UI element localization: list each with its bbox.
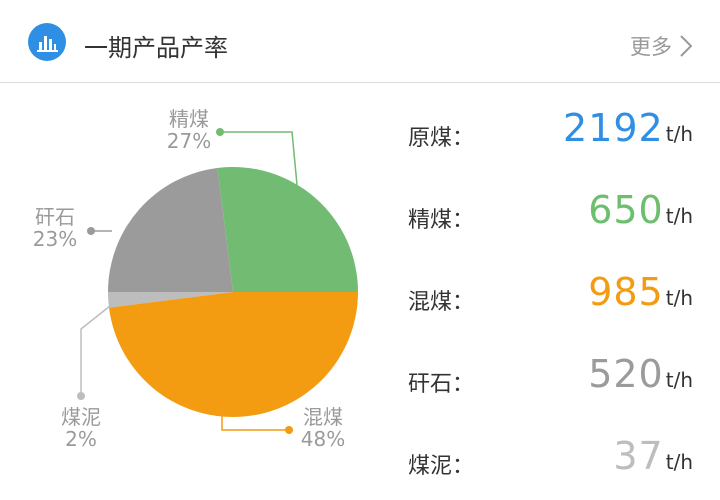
stat-row-clean-coal: 精煤： 650 t/h <box>408 172 693 254</box>
pie-slice-clean-coal[interactable] <box>217 167 358 292</box>
stat-value: 650 <box>588 188 664 232</box>
stat-unit: t/h <box>665 286 693 310</box>
card-header: 一期产品产率 更多 <box>0 0 720 83</box>
stat-unit: t/h <box>665 122 693 146</box>
stat-label: 混煤： <box>408 290 475 315</box>
stat-value: 520 <box>588 352 664 396</box>
pie-slice-slime[interactable] <box>108 292 233 308</box>
leader-dot-clean-coal <box>216 128 224 136</box>
slice-percent-gangue: 23% <box>33 227 77 251</box>
stat-value: 985 <box>588 270 664 314</box>
card-title: 一期产品产率 <box>84 34 228 62</box>
leader-line-mixed-coal <box>221 414 289 431</box>
slice-percent-mixed-coal: 48% <box>301 427 345 451</box>
stat-label: 矸石： <box>408 372 475 397</box>
stat-label: 煤泥： <box>408 454 475 479</box>
slice-percent-clean-coal: 27% <box>167 129 211 153</box>
stat-label: 精煤： <box>408 208 475 233</box>
slice-label-mixed-coal: 混煤 <box>303 405 343 429</box>
leader-dot-gangue <box>87 227 95 235</box>
leader-dot-slime <box>77 392 85 400</box>
slice-label-slime: 煤泥 <box>61 405 101 429</box>
leader-line-slime <box>80 305 111 396</box>
stat-row-mixed-coal: 混煤： 985 t/h <box>408 254 693 336</box>
bar-chart-icon <box>28 23 66 61</box>
stat-label: 原煤： <box>408 126 475 151</box>
pie-slice-gangue[interactable] <box>108 167 233 292</box>
stat-unit: t/h <box>665 450 693 474</box>
stat-value: 2192 <box>563 106 664 150</box>
chevron-right-icon <box>680 35 692 57</box>
stats-list: 原煤： 2192 t/h 精煤： 650 t/h 混煤： 985 t/h 矸石： 52… <box>408 90 693 500</box>
slice-label-gangue: 矸石 <box>35 205 75 229</box>
stat-row-slime: 煤泥： 37 t/h <box>408 418 693 500</box>
leader-dot-mixed-coal <box>285 426 293 434</box>
slice-percent-slime: 2% <box>65 427 97 451</box>
stat-row-raw-coal: 原煤： 2192 t/h <box>408 90 693 172</box>
stat-row-gangue: 矸石： 520 t/h <box>408 336 693 418</box>
stat-value: 37 <box>613 434 664 478</box>
more-label: 更多 <box>630 35 672 59</box>
stat-unit: t/h <box>665 368 693 392</box>
slice-label-clean-coal: 精煤 <box>169 107 209 131</box>
more-link[interactable]: 更多 <box>630 31 692 61</box>
pie-slice-mixed-coal[interactable] <box>108 292 359 418</box>
stat-unit: t/h <box>665 204 693 228</box>
leader-line-clean-coal <box>220 131 306 270</box>
